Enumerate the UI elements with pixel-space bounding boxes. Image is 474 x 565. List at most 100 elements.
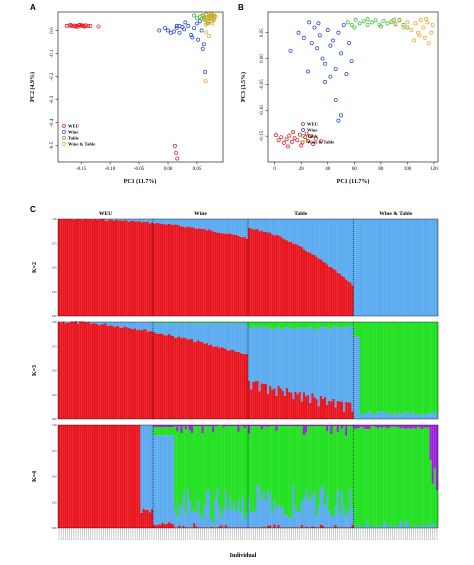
ancestry-bar-segment <box>332 219 335 269</box>
ancestry-bar-segment <box>159 322 162 334</box>
ancestry-bar-segment <box>125 219 128 221</box>
ancestry-bar-segment <box>281 329 285 391</box>
ancestry-bar-segment <box>328 425 331 427</box>
ancestry-bar-segment <box>296 244 299 316</box>
scatter-point <box>182 27 187 32</box>
ancestry-bar-segment <box>150 509 154 528</box>
ancestry-bar-segment <box>324 527 327 528</box>
ancestry-bar-segment <box>372 526 375 528</box>
ancestry-bar-segment <box>395 414 399 419</box>
scatter-point <box>389 19 394 24</box>
ancestry-bar-segment <box>254 326 257 382</box>
ancestry-bar-segment <box>389 219 392 316</box>
ancestry-bar-segment <box>155 427 158 436</box>
ancestry-bar-segment <box>140 222 143 316</box>
ancestry-bar-segment <box>117 220 120 316</box>
ancestry-bar-segment <box>218 322 221 323</box>
ancestry-bar-segment <box>214 346 217 419</box>
ancestry-bar-segment <box>172 435 175 525</box>
ancestry-bar-segment <box>186 527 190 528</box>
ancestry-bar-segment <box>267 490 270 526</box>
ancestry-bar-segment <box>315 219 318 257</box>
ancestry-bar-segment <box>391 413 394 419</box>
ancestry-bar-segment <box>83 321 86 419</box>
scatter-point <box>68 22 73 27</box>
ancestry-bar-segment <box>402 219 405 316</box>
ancestry-bar-segment <box>281 238 285 316</box>
ancestry-bar-segment <box>212 527 215 528</box>
ancestry-bar-segment <box>191 219 194 228</box>
ancestry-bar-segment <box>176 425 179 432</box>
ancestry-bar-segment <box>212 432 215 524</box>
scatter-point <box>426 41 431 45</box>
ancestry-bar-segment <box>121 327 124 419</box>
ancestry-bar-segment <box>343 527 346 528</box>
x-tick-label: -0.05 <box>134 167 145 172</box>
ancestry-bar-segment <box>385 425 388 428</box>
ancestry-bar-segment <box>330 425 333 435</box>
ancestry-bar-segment <box>117 325 120 419</box>
ancestry-bar-segment <box>216 425 219 427</box>
x-tick-label: 0 <box>273 167 276 172</box>
ancestry-bar-segment <box>262 492 266 527</box>
ancestry-bar-segment <box>167 333 171 419</box>
scatter-point <box>299 143 304 148</box>
scatter-point <box>307 20 312 25</box>
ancestry-bar-segment <box>174 426 177 511</box>
ancestry-bar-segment <box>262 219 266 232</box>
scatter-point <box>203 22 208 27</box>
ancestry-bar-segment <box>292 322 295 329</box>
ancestry-bar-segment <box>229 233 232 316</box>
ancestry-bar-segment <box>340 428 344 491</box>
ancestry-bar-segment <box>313 219 316 255</box>
ancestry-bar-segment <box>169 224 173 316</box>
ancestry-bar-segment <box>167 219 171 224</box>
ancestry-bar-segment <box>102 425 105 528</box>
ancestry-bar-segment <box>334 507 337 525</box>
ancestry-bar-segment <box>385 322 388 413</box>
ancestry-bar-segment <box>96 219 99 316</box>
ancestry-bar-segment <box>58 219 61 316</box>
ancestry-bar-segment <box>336 322 339 328</box>
ancestry-bar-segment <box>343 425 346 427</box>
ancestry-bar-segment <box>110 322 114 326</box>
ancestry-bar-segment <box>254 219 257 230</box>
ancestry-bar-segment <box>110 325 114 419</box>
ancestry-bar-segment <box>288 219 291 242</box>
ancestry-bar-segment <box>243 527 247 528</box>
ancestry-bar-segment <box>423 425 426 428</box>
ancestry-bar-segment <box>167 322 171 323</box>
ancestry-bar-segment <box>300 328 304 402</box>
x-tick-label: 0.00 <box>164 167 173 172</box>
ancestry-bar-segment <box>267 393 270 419</box>
ancestry-bar-segment <box>96 219 99 220</box>
ancestry-bar-segment <box>136 330 139 419</box>
ancestry-bar-segment <box>197 499 200 528</box>
ancestry-bar-segment <box>345 517 348 528</box>
ancestry-bar-segment <box>243 354 247 419</box>
x-tick-label: -0.10 <box>105 167 116 172</box>
ancestry-bar-segment <box>389 426 392 525</box>
scatter-point <box>405 20 410 25</box>
ancestry-bar-segment <box>193 322 196 343</box>
scatter-point <box>369 20 374 25</box>
scatter-point <box>206 20 211 25</box>
ancestry-bar-segment <box>362 427 365 527</box>
ancestry-bar-segment <box>91 322 95 324</box>
ancestry-bar-segment <box>334 326 337 408</box>
ancestry-bar-segment <box>264 500 268 528</box>
ancestry-bar-segment <box>283 426 287 516</box>
ancestry-bar-segment <box>243 219 247 237</box>
ancestry-bar-segment <box>161 322 164 323</box>
ancestry-bar-segment <box>115 219 118 316</box>
ancestry-bar-segment <box>400 413 403 419</box>
scatter-point <box>174 150 179 155</box>
ancestry-bar-segment <box>102 219 105 316</box>
ancestry-bar-segment <box>296 219 299 245</box>
ancestry-bar-segment <box>210 322 213 323</box>
ancestry-bar-segment <box>414 219 418 316</box>
ancestry-bar-segment <box>376 525 380 528</box>
ancestry-bar-segment <box>319 524 323 528</box>
ancestry-bar-segment <box>226 233 230 316</box>
